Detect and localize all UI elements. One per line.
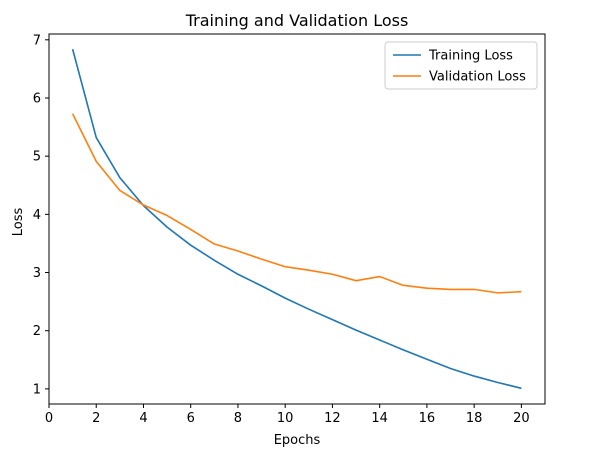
x-axis-label: Epochs xyxy=(274,433,321,448)
chart-title: Training and Validation Loss xyxy=(185,11,409,30)
series-line-training-loss xyxy=(71,48,522,390)
y-tick-label: 4 xyxy=(33,208,41,223)
y-tick-label: 1 xyxy=(33,382,41,397)
legend-box xyxy=(384,41,538,90)
series-line-validation-loss xyxy=(71,113,522,294)
x-tick-label: 20 xyxy=(513,411,530,426)
y-tick-label: 5 xyxy=(33,150,41,165)
y-tick-label: 7 xyxy=(33,33,41,48)
x-tick-label: 8 xyxy=(234,411,242,426)
y-tick-label: 2 xyxy=(33,324,41,339)
x-tick-label: 6 xyxy=(187,411,195,426)
axes-layer xyxy=(48,33,546,405)
x-tick-label: 14 xyxy=(371,411,388,426)
x-tick-label: 4 xyxy=(139,411,147,426)
y-tick-label: 6 xyxy=(33,91,41,106)
x-tick-label: 18 xyxy=(466,411,483,426)
x-tick-label: 16 xyxy=(419,411,436,426)
x-tick-label: 2 xyxy=(92,411,100,426)
x-tick-label: 12 xyxy=(324,411,341,426)
y-tick-label: 3 xyxy=(33,266,41,281)
legend: Training Loss Validation Loss xyxy=(384,41,538,90)
x-tick-label: 0 xyxy=(45,411,53,426)
legend-label-training-loss: Training Loss xyxy=(428,49,513,64)
series-layer xyxy=(71,48,522,390)
plot-frame xyxy=(48,33,546,405)
x-tick-label: 10 xyxy=(277,411,294,426)
legend-label-validation-loss: Validation Loss xyxy=(429,70,526,85)
y-axis-label: Loss xyxy=(11,208,26,237)
